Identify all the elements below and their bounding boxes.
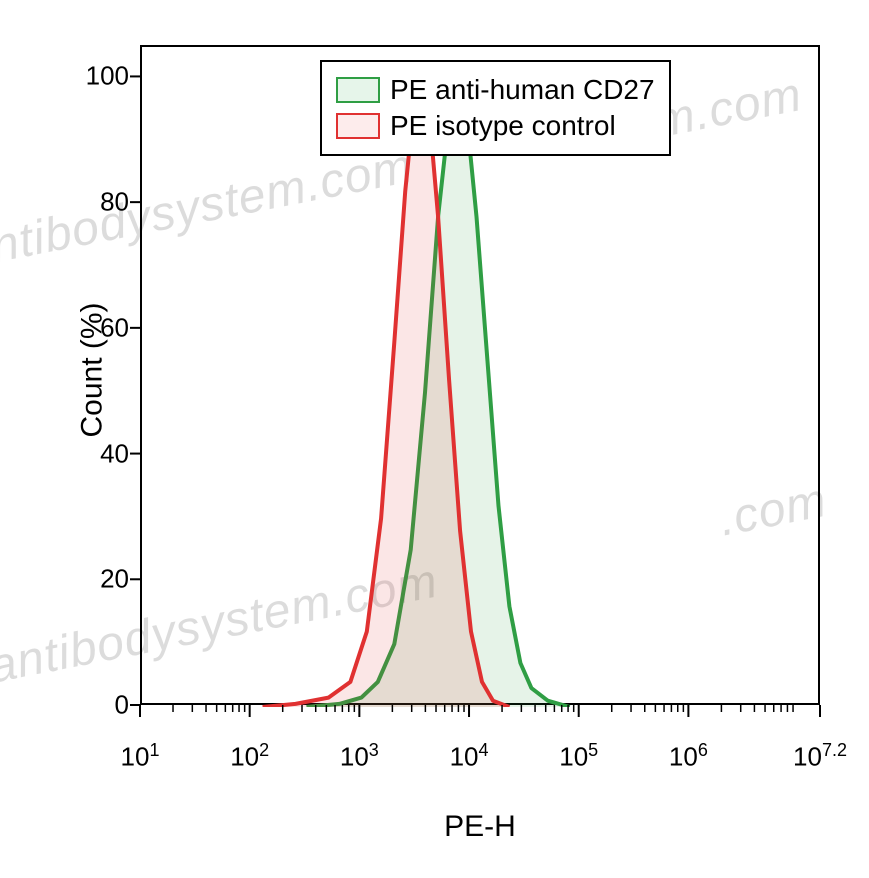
legend-item-0: PE anti-human CD27 [336,74,655,106]
legend-swatch-0 [336,77,380,103]
y-tick-label: 80 [100,187,129,218]
y-tick-label: 0 [115,690,129,721]
x-tick-label: 105 [559,740,598,773]
y-tick-label: 20 [100,564,129,595]
y-tick-label: 100 [86,61,129,92]
x-axis-label: PE-H [140,810,820,844]
x-tick-label: 102 [230,740,269,773]
legend-swatch-1 [336,113,380,139]
legend-label-1: PE isotype control [390,110,616,142]
flow-cytometry-histogram: antibodysystem.comantibodysystem.comm.co… [0,0,869,878]
x-tick-label: 103 [340,740,379,773]
y-tick-label: 40 [100,438,129,469]
y-tick-label: 60 [100,312,129,343]
legend-label-0: PE anti-human CD27 [390,74,655,106]
legend: PE anti-human CD27 PE isotype control [320,60,671,156]
x-tick-label: 107.2 [793,740,847,773]
legend-item-1: PE isotype control [336,110,655,142]
x-tick-label: 104 [450,740,489,773]
x-tick-label: 106 [669,740,708,773]
x-tick-label: 101 [121,740,160,773]
